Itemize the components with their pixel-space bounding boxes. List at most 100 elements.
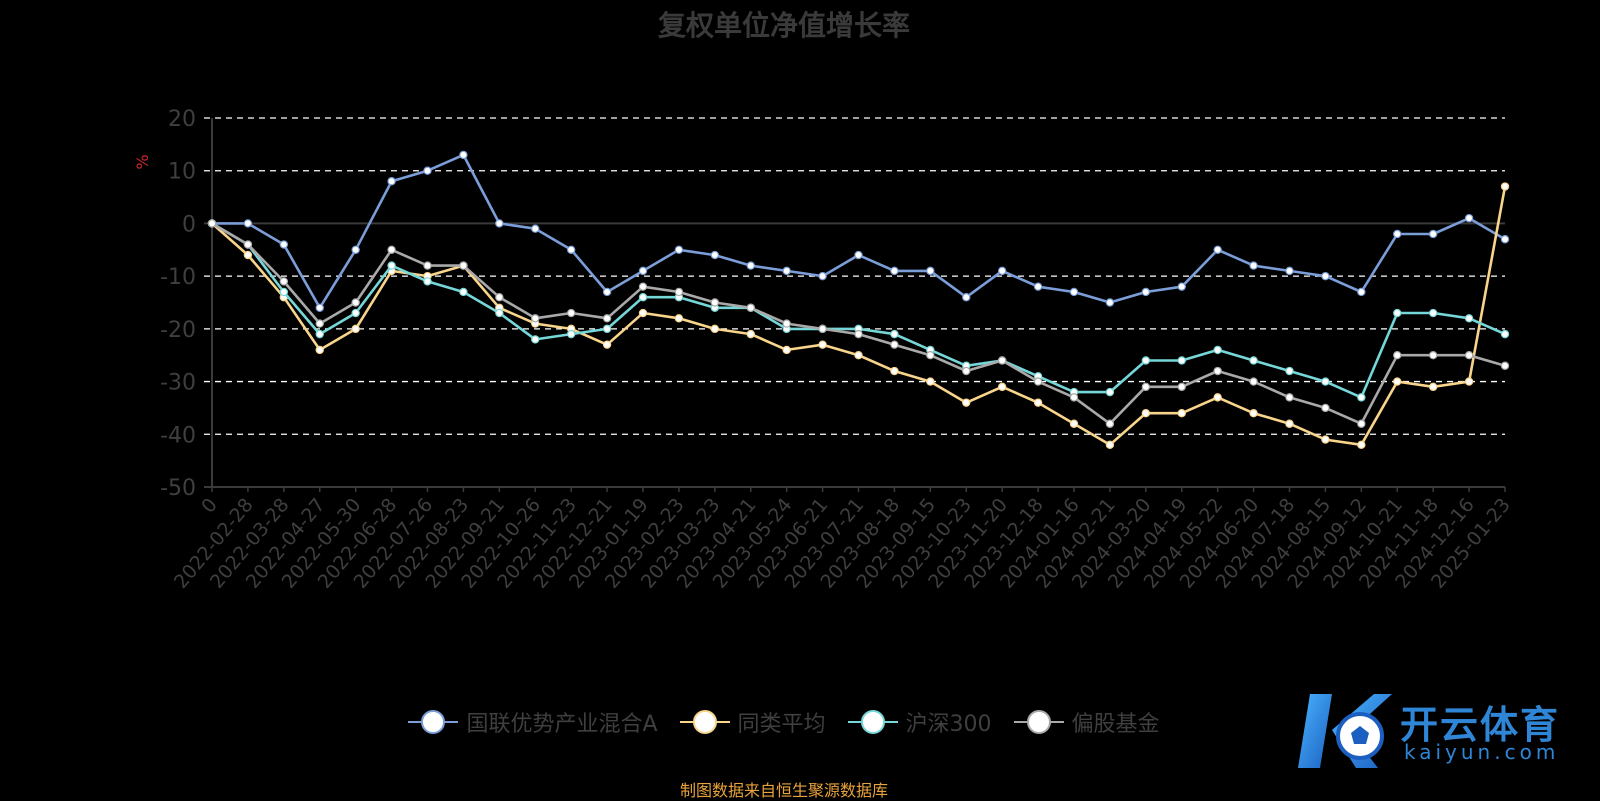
data-point: [1033, 282, 1043, 291]
watermark-domain: kaiyun.com: [1404, 740, 1560, 764]
data-point: [1428, 308, 1438, 318]
data-point: [459, 287, 468, 297]
data-point: [387, 261, 396, 270]
data-point: [890, 366, 899, 376]
data-point: [531, 335, 540, 344]
data-point: [818, 271, 827, 281]
kaiyun-logo-icon: [1298, 694, 1392, 768]
y-tick-label: -40: [160, 423, 196, 448]
data-point: [962, 293, 971, 302]
y-tick-label: -50: [160, 476, 196, 501]
data-point: [1500, 329, 1510, 339]
legend-item-1[interactable]: 同类平均: [679, 706, 826, 738]
data-point: [531, 224, 540, 233]
data-point: [1428, 351, 1438, 360]
series-line-2: [211, 222, 1506, 399]
chart-legend: 国联优势产业混合A 同类平均 沪深300 偏股基金: [0, 706, 1568, 738]
data-point: [638, 308, 648, 318]
data-point: [1069, 287, 1079, 297]
data-point: [351, 298, 360, 307]
data-point: [1285, 266, 1294, 276]
data-point: [279, 277, 289, 286]
data-point: [926, 351, 935, 360]
data-point: [531, 314, 540, 323]
data-point: [1249, 356, 1258, 365]
data-point: [602, 287, 612, 297]
data-point: [1357, 287, 1366, 297]
data-point: [890, 329, 899, 339]
data-point: [1500, 235, 1510, 244]
data-point: [1033, 377, 1043, 386]
data-point: [1033, 398, 1043, 407]
data-point: [1393, 308, 1402, 318]
data-point: [566, 329, 576, 339]
y-axis-unit-label: %: [133, 154, 152, 169]
data-point: [1464, 377, 1474, 386]
data-point: [351, 308, 360, 318]
data-point: [495, 219, 504, 228]
series-line-1: [211, 186, 1507, 447]
data-point: [1500, 361, 1510, 370]
data-point: [1213, 366, 1222, 376]
data-point: [207, 219, 217, 228]
data-point: [1321, 435, 1330, 444]
data-point: [315, 345, 324, 355]
data-point: [1069, 393, 1079, 402]
data-point: [710, 324, 720, 334]
data-point: [1249, 377, 1258, 386]
data-point: [1141, 356, 1151, 365]
data-point: [638, 282, 648, 291]
data-point: [1357, 419, 1366, 428]
legend-label: 沪深300: [905, 712, 992, 737]
data-point: [1393, 229, 1402, 239]
y-tick-label: -20: [160, 318, 196, 343]
data-point: [602, 314, 612, 323]
data-point: [315, 329, 324, 339]
data-point: [1321, 377, 1330, 386]
legend-item-3[interactable]: 偏股基金: [1013, 706, 1160, 738]
data-point: [890, 266, 899, 276]
data-point: [1141, 382, 1151, 392]
data-point: [782, 345, 791, 355]
data-point: [746, 261, 755, 270]
legend-marker-icon: [847, 709, 898, 735]
data-point: [495, 308, 504, 318]
data-point: [818, 324, 827, 334]
data-point: [1393, 377, 1402, 386]
data-point: [1177, 409, 1186, 418]
data-point: [1321, 271, 1330, 281]
data-point: [746, 329, 755, 339]
data-point: [782, 266, 791, 276]
data-point: [818, 340, 827, 349]
legend-label: 偏股基金: [1071, 712, 1160, 737]
data-point: [1285, 366, 1294, 376]
data-point: [854, 329, 863, 339]
data-point: [1213, 345, 1222, 355]
data-point: [1428, 229, 1438, 239]
legend-marker-icon: [408, 709, 459, 735]
data-point: [962, 398, 971, 407]
legend-item-0[interactable]: 国联优势产业混合A: [408, 706, 658, 738]
data-point: [997, 382, 1007, 392]
grid-layer: [204, 117, 1505, 435]
legend-marker-icon: [1013, 709, 1064, 735]
data-point: [638, 293, 648, 302]
data-point: [1141, 287, 1151, 297]
series-line-0: [212, 153, 1506, 310]
data-point: [962, 366, 971, 376]
data-point: [459, 150, 468, 160]
data-point: [926, 377, 935, 386]
watermark-logo: 开云体育 kaiyun.com: [1292, 686, 1568, 776]
legend-item-2[interactable]: 沪深300: [847, 706, 992, 738]
data-point: [1357, 393, 1366, 402]
data-point: [1105, 298, 1115, 307]
x-tick-label: 0: [197, 494, 222, 517]
data-point: [1321, 403, 1330, 413]
data-point: [423, 166, 432, 175]
data-point: [315, 319, 324, 328]
data-point: [782, 319, 791, 328]
data-point: [890, 340, 899, 349]
data-point: [1177, 356, 1186, 365]
data-point: [566, 308, 576, 318]
